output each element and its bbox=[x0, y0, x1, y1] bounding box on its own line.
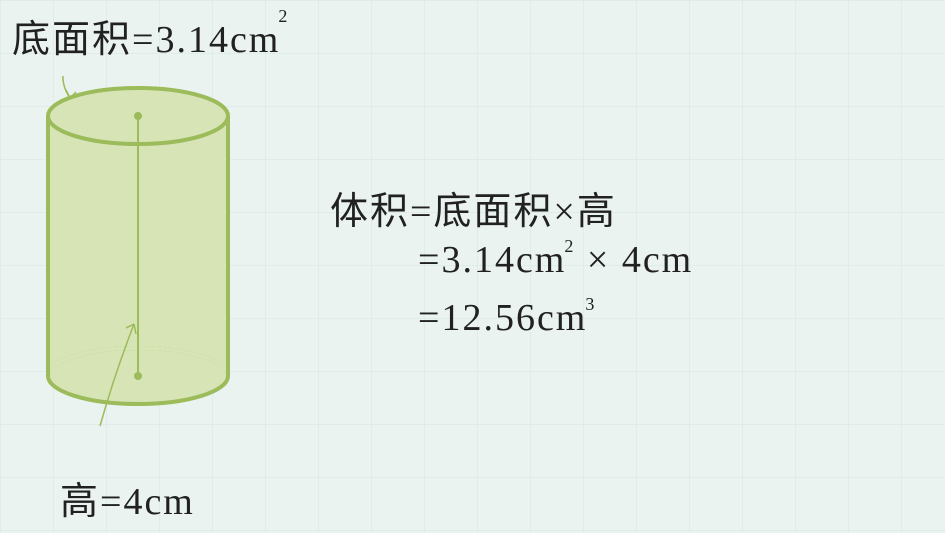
formula-line-1-text: 体积=底面积×高 bbox=[330, 191, 617, 233]
formula-line-2-v2: 4 bbox=[622, 239, 643, 281]
formula-line-2-u1: cm bbox=[516, 239, 566, 281]
formula-line-2-eq: = bbox=[418, 239, 441, 281]
base-area-power: 2 bbox=[278, 6, 289, 26]
base-area-label: 底面积=3.14cm2 bbox=[12, 8, 289, 63]
cylinder-diagram bbox=[38, 76, 238, 436]
height-label: 高=4cm bbox=[60, 470, 195, 525]
formula-line-2-times: × bbox=[575, 239, 621, 281]
pointer-to-base bbox=[63, 76, 76, 98]
formula-line-3-power: 3 bbox=[585, 294, 596, 314]
formula-line-3: =12.56cm3 bbox=[418, 296, 596, 340]
formula-line-1: 体积=底面积×高 bbox=[330, 180, 617, 235]
height-prefix: 高= bbox=[60, 481, 123, 523]
formula-line-2-p1: 2 bbox=[564, 236, 575, 256]
base-area-value: 3.14 bbox=[155, 19, 230, 61]
height-value: 4 bbox=[123, 481, 144, 523]
formula-line-2-u2: cm bbox=[643, 239, 693, 281]
formula-line-2-v1: 3.14 bbox=[441, 239, 516, 281]
height-unit: cm bbox=[144, 481, 194, 523]
formula-line-2: =3.14cm2 × 4cm bbox=[418, 238, 693, 282]
base-area-prefix: 底面积= bbox=[12, 19, 155, 61]
formula-line-3-unit: cm bbox=[537, 297, 587, 339]
formula-line-3-result: 12.56 bbox=[441, 297, 537, 339]
base-area-unit: cm bbox=[230, 19, 280, 61]
formula-line-3-eq: = bbox=[418, 297, 441, 339]
